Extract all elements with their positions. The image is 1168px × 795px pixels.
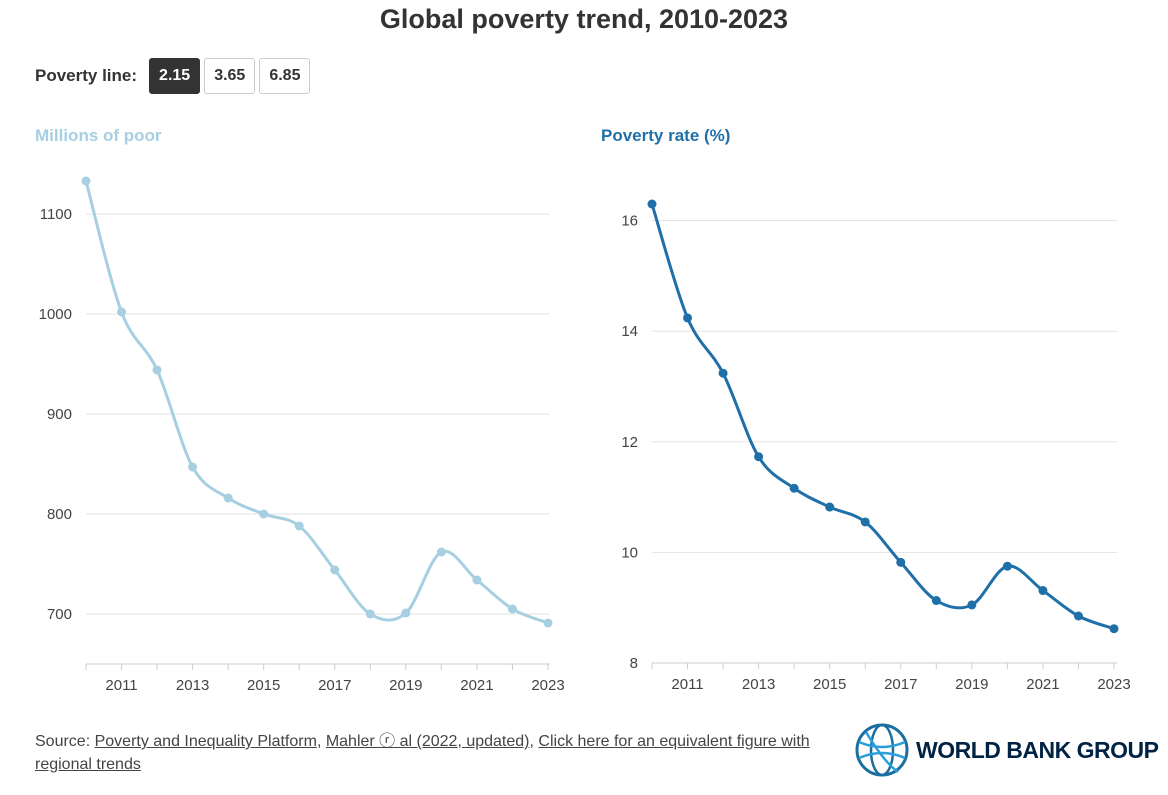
y-tick-label: 12 — [621, 434, 638, 451]
y-tick-label: 1000 — [39, 306, 72, 323]
data-point — [896, 557, 906, 567]
data-point — [1038, 586, 1048, 596]
data-point — [1109, 624, 1119, 634]
data-point — [188, 462, 198, 472]
regional-trends-link[interactable]: Click here for an equivalent figure with… — [35, 733, 810, 773]
data-point — [754, 452, 764, 462]
x-tick-label: 2017 — [318, 677, 351, 694]
x-tick-label: 2017 — [884, 676, 917, 693]
x-tick-label: 2019 — [389, 677, 422, 694]
x-tick-label: 2019 — [955, 676, 988, 693]
data-point — [152, 365, 162, 375]
y-tick-label: 8 — [630, 655, 638, 672]
data-point — [117, 307, 127, 317]
data-point — [223, 493, 233, 503]
x-tick-label: 2015 — [813, 676, 846, 693]
data-point — [330, 565, 340, 575]
right-chart-title: Poverty rate (%) — [601, 126, 731, 145]
world-bank-logo: WORLD BANK GROUP — [854, 722, 1159, 778]
data-point — [967, 600, 977, 610]
series-line — [84, 180, 549, 625]
poverty-line-label: Poverty line: — [35, 66, 138, 85]
y-tick-label: 14 — [621, 323, 638, 340]
x-tick-label: 2011 — [105, 677, 137, 694]
data-point — [789, 483, 799, 493]
page-title: Global poverty trend, 2010-2023 — [379, 4, 789, 34]
globe-icon — [855, 723, 909, 777]
data-point — [647, 199, 657, 209]
y-tick-label: 900 — [47, 406, 72, 423]
x-tick-label: 2021 — [1026, 676, 1059, 693]
poverty-line-3.65-button[interactable]: 3.65 — [204, 58, 256, 94]
x-tick-label: 2023 — [1097, 676, 1130, 693]
left-chart-title: Millions of poor — [35, 126, 162, 145]
series-line — [650, 203, 1115, 631]
x-tick-label: 2023 — [531, 677, 564, 694]
data-point — [931, 596, 941, 606]
data-point — [543, 618, 553, 628]
source-label: Source: — [35, 733, 91, 750]
data-point — [81, 176, 91, 186]
data-point — [436, 547, 446, 557]
data-point — [1073, 611, 1083, 621]
data-point — [507, 604, 517, 614]
y-tick-label: 1100 — [40, 206, 72, 223]
data-point — [860, 517, 870, 527]
y-tick-label: 16 — [621, 213, 638, 230]
data-point — [825, 502, 835, 512]
x-tick-label: 2011 — [671, 676, 703, 693]
poverty-line-2.15-button[interactable]: 2.15 — [149, 58, 201, 94]
x-tick-label: 2021 — [460, 677, 493, 694]
y-tick-label: 700 — [47, 606, 72, 623]
y-tick-label: 10 — [621, 544, 638, 561]
y-tick-label: 800 — [47, 506, 72, 523]
logo-text: WORLD BANK GROUP — [916, 736, 1159, 763]
x-tick-label: 2013 — [742, 676, 775, 693]
data-point — [259, 509, 269, 519]
pip-link[interactable]: Poverty and Inequality Platform — [94, 733, 317, 750]
data-point — [1002, 561, 1012, 571]
x-tick-label: 2013 — [176, 677, 209, 694]
data-point — [294, 521, 304, 531]
x-tick-label: 2015 — [247, 677, 280, 694]
data-point — [683, 313, 693, 323]
data-point — [401, 608, 411, 618]
data-point — [718, 368, 728, 378]
footer: Source: Poverty and Inequality Platform,… — [35, 733, 810, 773]
poverty-line-selector: Poverty line: 2.15 3.65 6.85 — [35, 58, 311, 94]
mahler-link[interactable]: Mahler ⓡ al (2022, updated) — [325, 733, 530, 750]
data-point — [472, 575, 482, 585]
poverty-line-6.85-button[interactable]: 6.85 — [259, 58, 311, 94]
data-point — [365, 609, 375, 619]
